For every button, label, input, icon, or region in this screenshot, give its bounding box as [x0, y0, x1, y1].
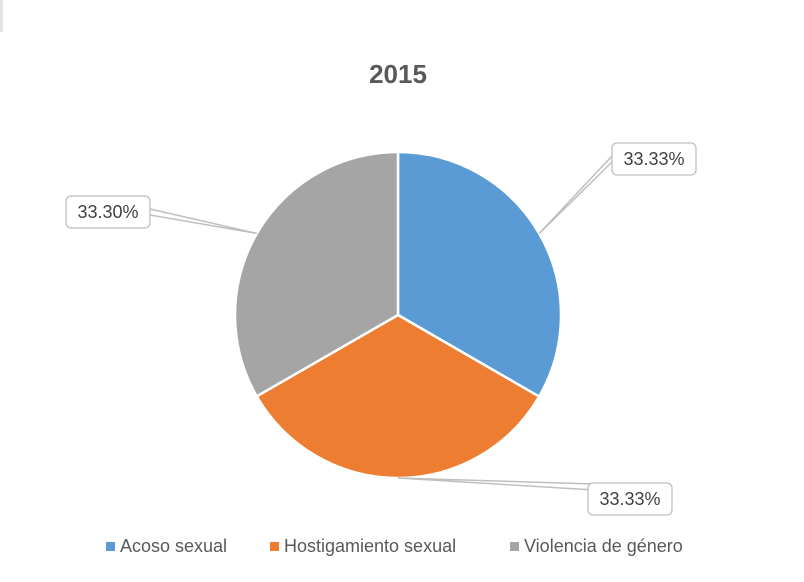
- legend-label-2: Hostigamiento sexual: [284, 536, 456, 556]
- data-label-box-1: [611, 142, 697, 176]
- pie-slices: [233, 150, 563, 480]
- legend-swatch-1: [106, 542, 115, 551]
- leader-line-1: [538, 155, 613, 235]
- chart-title: 2015: [369, 59, 427, 89]
- data-label-1: 33.33%: [623, 149, 684, 169]
- data-label-3: 33.30%: [77, 202, 138, 222]
- chart-edge-mark: [0, 0, 3, 32]
- leader-line-3: [149, 208, 258, 235]
- legend-label-3: Violencia de género: [524, 536, 683, 556]
- data-label-2: 33.33%: [599, 489, 660, 509]
- leader-lines: [149, 155, 613, 491]
- legend-swatch-3: [510, 542, 519, 551]
- legend-swatch-2: [270, 542, 279, 551]
- pie-slice-1: [396, 150, 563, 399]
- legend-label-1: Acoso sexual: [120, 536, 227, 556]
- data-label-callouts: 33.33% 33.33% 33.30%: [65, 142, 697, 516]
- pie-slice-3: [233, 150, 400, 399]
- data-label-box-2: [587, 482, 673, 516]
- legend: Acoso sexual Hostigamiento sexual Violenci…: [106, 536, 683, 556]
- leader-line-2: [397, 477, 595, 491]
- data-label-box-3: [65, 195, 151, 229]
